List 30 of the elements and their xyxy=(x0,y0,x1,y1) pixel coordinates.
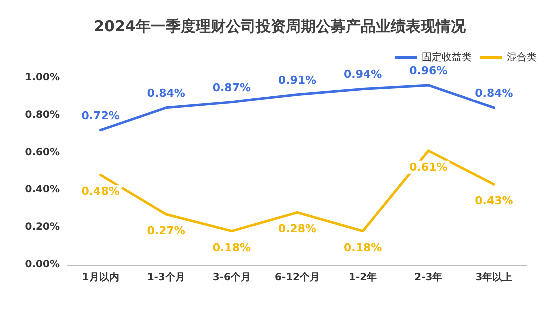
data-label: 0.18% xyxy=(212,241,252,254)
chart-title: 2024年一季度理财公司投资周期公募产品业绩表现情况 xyxy=(94,18,467,36)
data-label: 0.18% xyxy=(344,241,382,254)
data-label: 0.61% xyxy=(410,160,448,174)
data-label: 0.91% xyxy=(278,74,317,87)
x-tick-label: 2-3年 xyxy=(414,272,443,284)
y-tick-label: 0.00% xyxy=(25,260,60,270)
y-tick-label: 0.20% xyxy=(25,222,60,234)
data-label: 0.84% xyxy=(475,86,514,100)
x-tick-label: 1-2年 xyxy=(349,272,378,284)
x-tick-label: 1月以内 xyxy=(82,272,120,284)
y-tick-label: 1.00% xyxy=(25,72,60,84)
data-label: 0.48% xyxy=(82,185,120,198)
data-label: 0.87% xyxy=(212,81,252,94)
x-tick-label: 1-3个月 xyxy=(147,272,186,284)
x-tick-label: 3年以上 xyxy=(476,272,513,284)
data-label: 0.96% xyxy=(410,64,448,78)
data-label: 0.84% xyxy=(147,86,186,100)
legend-label: 固定收益类 xyxy=(422,52,472,64)
y-tick-label: 0.80% xyxy=(25,110,60,121)
data-label: 0.94% xyxy=(344,68,382,82)
y-tick-label: 0.40% xyxy=(25,184,60,196)
x-tick-label: 6-12个月 xyxy=(274,272,320,284)
x-tick-label: 3-6个月 xyxy=(212,272,251,284)
data-label: 0.28% xyxy=(278,222,317,236)
y-tick-label: 0.60% xyxy=(25,147,60,158)
legend-label: 混合类 xyxy=(507,52,537,64)
data-label: 0.72% xyxy=(82,109,120,122)
data-label: 0.27% xyxy=(147,224,186,238)
data-label: 0.43% xyxy=(475,194,514,208)
